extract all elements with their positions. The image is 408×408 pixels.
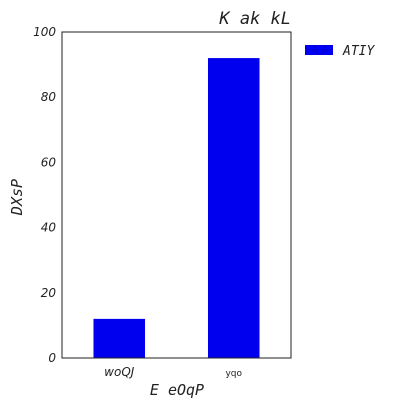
legend-label: ATIY [342, 44, 375, 59]
y-tick-label: 0 [48, 351, 56, 365]
legend: ATIY [305, 44, 375, 59]
bars [93, 58, 260, 359]
y-tick-label: 20 [41, 286, 57, 300]
bar-yqo [207, 58, 260, 359]
x-tick-label: yqo [225, 369, 242, 379]
y-tick-label: 80 [41, 90, 57, 104]
x-axis-ticks: woQJ yqo [104, 365, 242, 379]
plot-frame [61, 31, 292, 359]
y-axis-title: DXsP [8, 179, 26, 216]
y-tick-label: 100 [33, 25, 56, 39]
y-tick-label: 40 [41, 221, 57, 235]
legend-swatch [305, 45, 333, 55]
bar-woQJ [93, 318, 146, 358]
chart-title: K ak kL [218, 9, 291, 29]
y-axis-ticks: 0 20 40 60 80 100 [33, 25, 56, 365]
x-tick-label: woQJ [104, 365, 135, 379]
y-tick-label: 60 [41, 155, 57, 169]
x-axis-title: E eOqP [150, 381, 204, 399]
